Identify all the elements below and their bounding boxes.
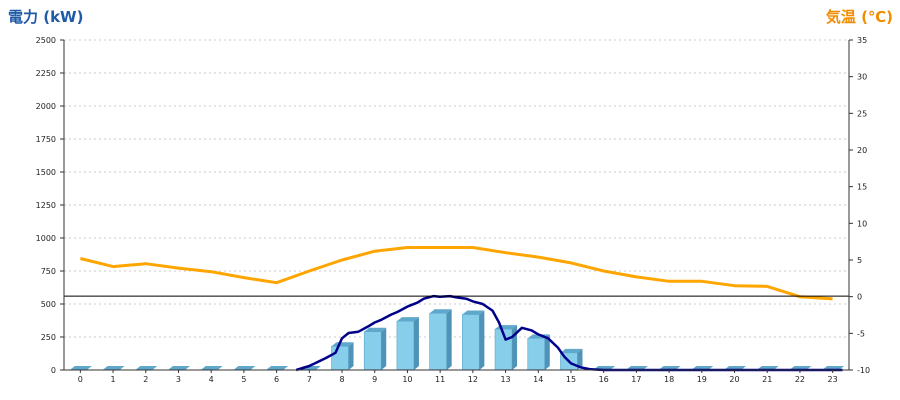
x-tick-label: 20 bbox=[729, 375, 739, 384]
power-bar bbox=[462, 310, 485, 371]
power-bar bbox=[69, 366, 92, 370]
x-tick-label: 12 bbox=[468, 375, 478, 384]
right-axis-title: 気温 (℃) bbox=[826, 8, 893, 26]
series-lines bbox=[64, 246, 849, 372]
power-bar-front bbox=[429, 312, 447, 371]
power-bar-side bbox=[348, 342, 354, 370]
grid-lines bbox=[64, 39, 849, 338]
x-tick-label: 8 bbox=[339, 375, 344, 384]
left-tick-label: 2000 bbox=[36, 102, 56, 111]
right-tick-label: 15 bbox=[857, 183, 867, 192]
left-tick-label: 0 bbox=[51, 366, 56, 375]
left-axis-title: 電力 (kW) bbox=[8, 8, 83, 26]
right-tick-label: -10 bbox=[857, 366, 870, 375]
power-bar-top bbox=[396, 317, 419, 322]
power-bar-side bbox=[381, 327, 387, 370]
power-bar bbox=[527, 334, 550, 371]
power-bar-side bbox=[544, 334, 550, 370]
right-tick-label: -5 bbox=[857, 329, 865, 338]
power-bar-front bbox=[462, 314, 480, 371]
x-tick-label: 18 bbox=[664, 375, 674, 384]
left-tick-label: 2250 bbox=[36, 69, 56, 78]
power-bars bbox=[69, 309, 845, 371]
power-bar-top bbox=[331, 342, 354, 347]
x-tick-label: 4 bbox=[209, 375, 214, 384]
temperature-line bbox=[80, 246, 833, 301]
right-tick-label: 30 bbox=[857, 73, 867, 82]
x-tick-label: 10 bbox=[402, 375, 412, 384]
power-bar-top bbox=[200, 366, 223, 370]
power-bar-side bbox=[479, 310, 485, 370]
power-bar bbox=[429, 309, 452, 371]
x-tick-label: 6 bbox=[274, 375, 279, 384]
power-bar-top bbox=[102, 366, 125, 370]
power-bar bbox=[396, 317, 419, 371]
x-tick-label: 21 bbox=[762, 375, 772, 384]
power-bar bbox=[135, 366, 158, 370]
left-tick-label: 1500 bbox=[36, 168, 56, 177]
power-bar bbox=[102, 366, 125, 370]
x-tick-label: 13 bbox=[500, 375, 510, 384]
power-bar-top bbox=[560, 348, 583, 353]
power-bar bbox=[200, 366, 223, 370]
power-bar-top bbox=[266, 366, 289, 370]
power-bar-top bbox=[167, 366, 190, 370]
power-bar-top bbox=[364, 327, 387, 332]
x-tick-label: 11 bbox=[435, 375, 445, 384]
x-tick-label: 17 bbox=[631, 375, 641, 384]
power-bar-top bbox=[135, 366, 158, 370]
left-tick-label: 750 bbox=[41, 267, 56, 276]
left-tick-label: 500 bbox=[41, 300, 56, 309]
power-bar bbox=[233, 366, 256, 370]
x-tick-label: 14 bbox=[533, 375, 543, 384]
x-tick-label: 2 bbox=[143, 375, 148, 384]
power-bar bbox=[266, 366, 289, 370]
power-bar bbox=[167, 366, 190, 370]
right-tick-label: 0 bbox=[857, 293, 862, 302]
power-bar-side bbox=[446, 309, 452, 370]
x-tick-label: 9 bbox=[372, 375, 377, 384]
power-bar-top bbox=[462, 310, 485, 315]
x-tick-label: 15 bbox=[566, 375, 576, 384]
power-bar-side bbox=[577, 348, 583, 370]
power-bar-front bbox=[527, 338, 546, 371]
x-tick-label: 0 bbox=[78, 375, 83, 384]
left-tick-label: 250 bbox=[41, 333, 56, 342]
power-bar bbox=[494, 325, 518, 371]
x-tick-label: 22 bbox=[795, 375, 805, 384]
power-bar-side bbox=[413, 317, 419, 370]
x-tick-label: 19 bbox=[697, 375, 707, 384]
x-tick-label: 16 bbox=[599, 375, 609, 384]
left-tick-label: 1750 bbox=[36, 135, 56, 144]
right-tick-label: 35 bbox=[857, 36, 867, 45]
power-bar-front bbox=[396, 320, 415, 371]
left-tick-label: 1250 bbox=[36, 201, 56, 210]
axes bbox=[60, 39, 853, 373]
right-tick-label: 20 bbox=[857, 146, 867, 155]
power-bar-top bbox=[233, 366, 256, 370]
power-bar bbox=[331, 342, 354, 371]
right-tick-label: 25 bbox=[857, 109, 867, 118]
power-bar-top bbox=[69, 366, 92, 370]
power-line bbox=[295, 294, 843, 372]
power-bar-front bbox=[331, 345, 349, 371]
x-tick-label: 3 bbox=[176, 375, 181, 384]
x-tick-label: 1 bbox=[111, 375, 116, 384]
x-tick-label: 23 bbox=[828, 375, 838, 384]
power-bar-front bbox=[363, 331, 382, 371]
power-bar bbox=[363, 327, 387, 371]
power-bar-top bbox=[429, 309, 452, 314]
right-tick-label: 5 bbox=[857, 256, 862, 265]
x-tick-label: 7 bbox=[307, 375, 312, 384]
x-tick-label: 5 bbox=[241, 375, 246, 384]
right-tick-label: 10 bbox=[857, 219, 867, 228]
left-tick-label: 1000 bbox=[36, 234, 56, 243]
left-tick-label: 2500 bbox=[36, 36, 56, 45]
tick-labels: 02505007501000125015001750200022502500-1… bbox=[36, 36, 870, 384]
